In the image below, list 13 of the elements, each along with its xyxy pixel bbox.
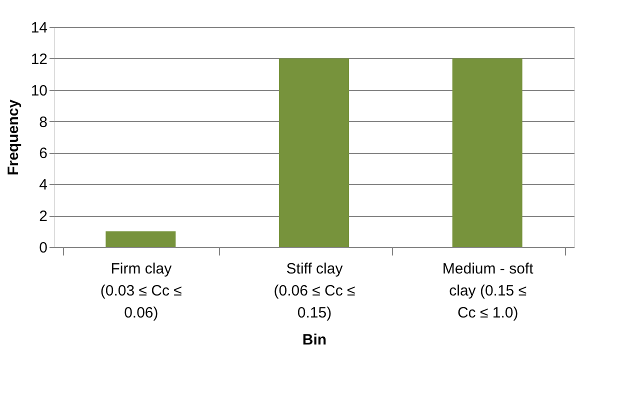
y-tick-label: 14	[30, 20, 48, 36]
y-tick-label: 8	[39, 114, 48, 131]
x-tick-label: Medium - soft clay (0.15 ≤ Cc ≤ 1.0)	[442, 260, 534, 322]
y-tick-label: 4	[39, 176, 48, 194]
y-tick-label: 2	[39, 208, 48, 226]
x-tick-label: Firm clay (0.03 ≤ Cc ≤ 0.06)	[100, 260, 182, 322]
y-tick-label: 10	[30, 82, 48, 100]
y-axis-title: Frequency	[4, 98, 22, 176]
x-tick-label: Stiff clay (0.06 ≤ Cc ≤ 0.15)	[274, 260, 356, 322]
y-tick-label: 12	[30, 50, 48, 68]
y-tick-label: 6	[39, 145, 48, 162]
x-axis-title: Bin	[302, 332, 327, 348]
y-tick-label: 0	[39, 240, 48, 256]
